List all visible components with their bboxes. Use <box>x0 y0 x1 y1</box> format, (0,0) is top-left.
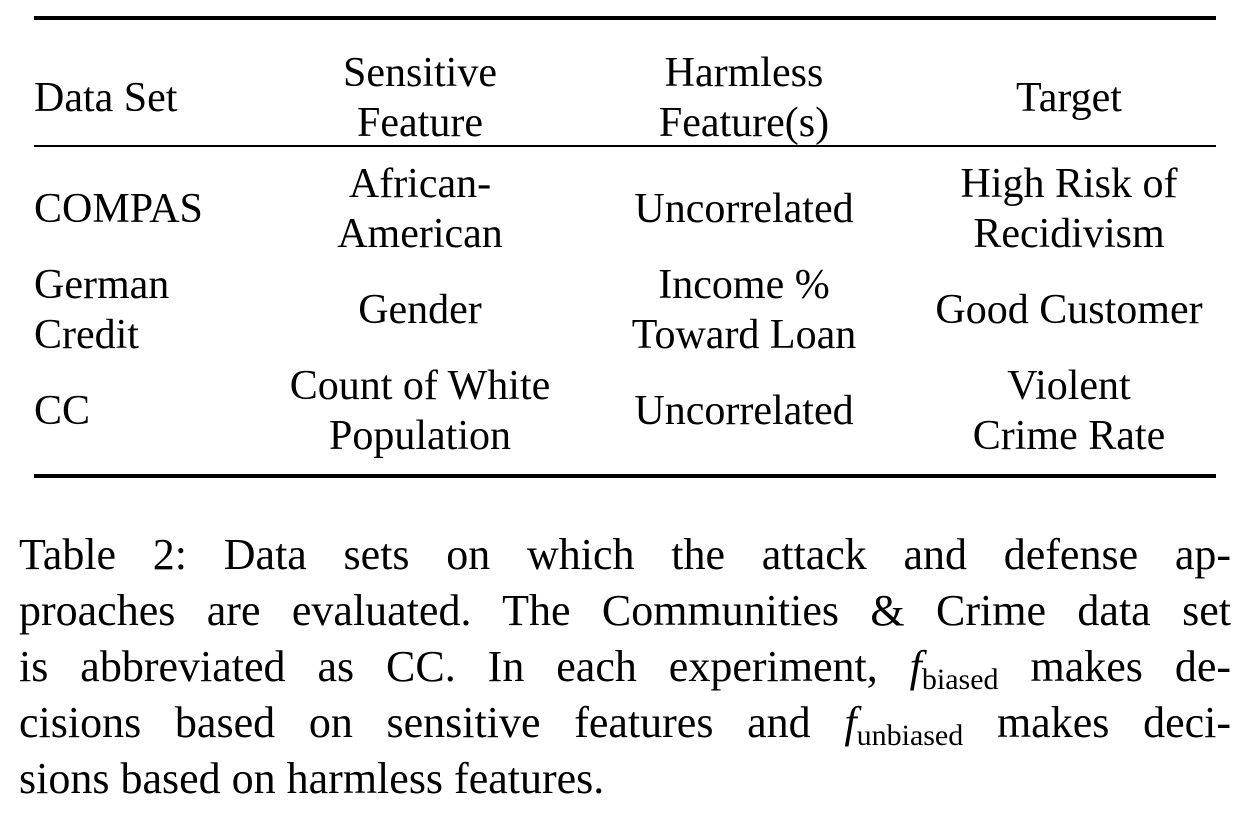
caption-line-5: sions based on harmless features. <box>19 754 605 803</box>
table-caption: Table 2: Data sets on which the attack a… <box>19 527 1231 807</box>
table-top-rule <box>34 16 1216 20</box>
caption-line-2: proaches are evaluated. The Communities … <box>19 586 1231 635</box>
header-target: Target <box>1016 75 1122 121</box>
caption-line-4: cisions based on sensitive features and … <box>19 698 1231 752</box>
row-cc-dataset: CC <box>34 388 91 434</box>
header-data-set: Data Set <box>34 75 178 121</box>
table-mid-rule <box>34 145 1216 147</box>
row-german-credit-dataset: German Credit <box>34 262 170 358</box>
row-compas-harmless: Uncorrelated <box>634 186 854 232</box>
header-harmless-features: Harmless Feature(s) <box>658 50 830 146</box>
row-compas-target: High Risk of Recidivism <box>960 161 1178 257</box>
row-cc-harmless: Uncorrelated <box>634 388 854 434</box>
row-german-credit-target: Good Customer <box>935 287 1203 333</box>
header-sensitive-feature: Sensitive Feature <box>343 50 497 146</box>
row-cc-target: Violent Crime Rate <box>972 363 1166 459</box>
row-compas-dataset: COMPAS <box>34 186 203 232</box>
caption-line-3: is abbreviated as CC. In each experiment… <box>19 642 1232 696</box>
row-german-credit-sensitive: Gender <box>358 287 482 333</box>
row-compas-sensitive: African- American <box>337 161 503 257</box>
row-cc-sensitive: Count of White Population <box>289 363 551 459</box>
caption-line-1: Table 2: Data sets on which the attack a… <box>19 530 1231 579</box>
row-german-credit-harmless: Income % Toward Loan <box>631 262 857 358</box>
table-bottom-rule <box>34 474 1216 478</box>
